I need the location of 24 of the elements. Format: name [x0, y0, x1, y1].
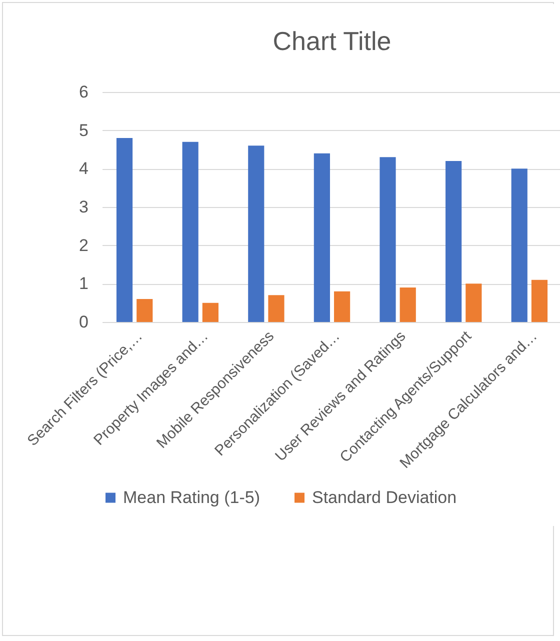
bar: [182, 142, 198, 322]
y-tick-label: 6: [79, 82, 88, 102]
legend-label: Standard Deviation: [312, 488, 457, 507]
y-tick-label: 3: [79, 198, 88, 216]
bar: [136, 299, 153, 322]
bar: [116, 138, 133, 322]
y-tick-label: 1: [79, 274, 88, 294]
bar: [531, 280, 548, 322]
bar: [248, 146, 264, 322]
bar: [268, 295, 284, 322]
bar: [511, 168, 528, 322]
bar: [334, 291, 350, 322]
bar: [314, 153, 330, 322]
legend-label: Mean Rating (1-5): [123, 488, 260, 507]
bar: [380, 157, 396, 322]
y-tick-label: 5: [79, 120, 88, 140]
chart-title: Chart Title: [272, 26, 392, 56]
y-tick-label: 0: [79, 312, 88, 332]
bar: [400, 288, 416, 322]
bar: [202, 302, 218, 322]
bar: [466, 284, 482, 322]
y-tick-label: 2: [79, 236, 88, 255]
y-tick-label: 4: [79, 159, 88, 178]
bar: [446, 161, 462, 322]
